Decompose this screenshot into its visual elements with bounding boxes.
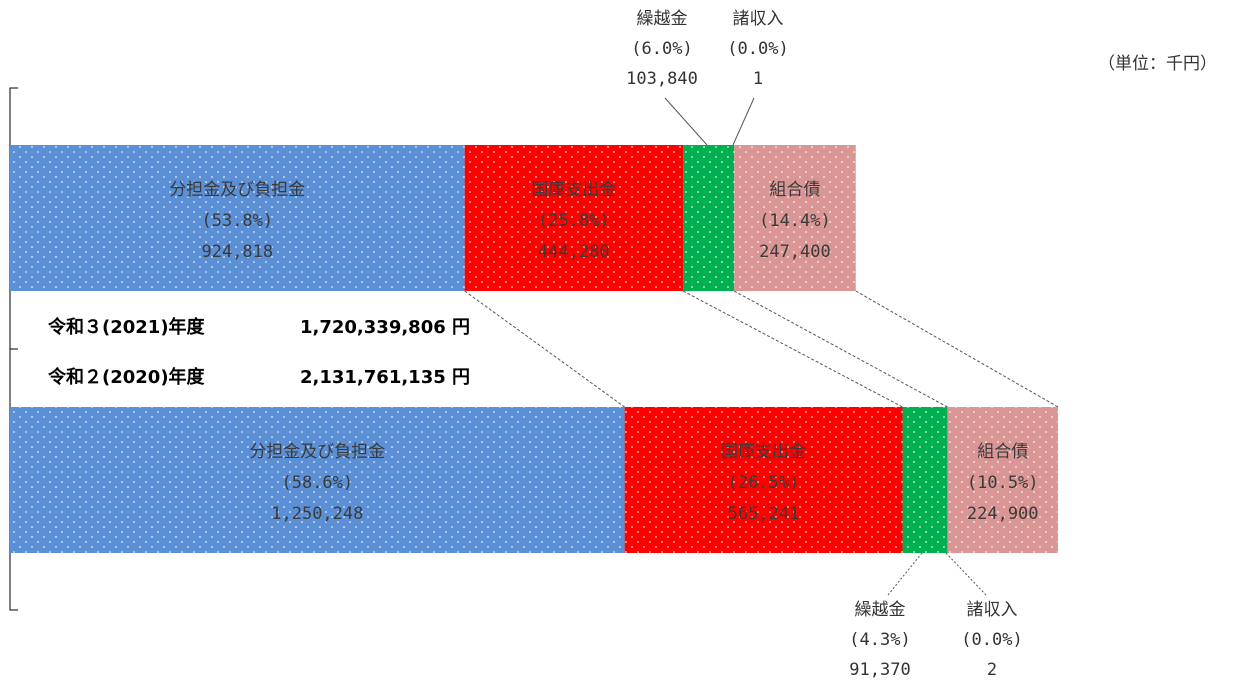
callout-leader-misc-1	[945, 552, 987, 596]
callout-carryover-pct-1: (4.3%)	[849, 630, 910, 650]
unit-label: （単位：千円）	[1098, 54, 1217, 74]
callout-misc-value-1: 2	[987, 660, 997, 680]
callout-carryover-pct-0: (6.0%)	[631, 39, 692, 59]
label-national-name-1: 国庫支出金	[721, 442, 806, 462]
labels-layer: 分担金及び負担金 (53.8%) 924,818 国庫支出金 (25.8%) 444,28…	[169, 9, 1038, 680]
label-national-value-0: 444,280	[538, 242, 610, 262]
callout-leader-misc-0	[732, 97, 755, 146]
callout-misc-pct-1: (0.0%)	[961, 630, 1022, 650]
callout-leader-carryover-0	[664, 97, 708, 146]
label-burden-value-0: 924,818	[201, 242, 273, 262]
bar-texture-bonds-0	[734, 145, 856, 291]
row-total-2021: 1,720,339,806 円	[300, 317, 470, 338]
callout-leader-carryover-1	[887, 552, 923, 596]
label-burden-pct-0: (53.8%)	[201, 211, 273, 231]
bars-layer	[10, 145, 1058, 553]
connector-boundary-2	[682, 290, 903, 408]
bar-texture-burden-1	[10, 407, 625, 553]
label-national-pct-1: (26.5%)	[728, 473, 800, 493]
label-bonds-value-1: 224,900	[967, 504, 1039, 524]
row-total-2020: 2,131,761,135 円	[300, 367, 470, 388]
label-bonds-pct-0: (14.4%)	[759, 211, 831, 231]
label-burden-name-1: 分担金及び負担金	[249, 442, 385, 462]
callout-misc-name-0: 諸収入	[733, 9, 784, 29]
bar-texture-carryover-1	[902, 407, 948, 553]
row-label-2020: 令和２(2020)年度	[47, 366, 206, 388]
label-national-name-0: 国庫支出金	[531, 180, 616, 200]
label-burden-name-0: 分担金及び負担金	[169, 180, 305, 200]
bar-texture-carryover-0	[683, 145, 735, 291]
bar-texture-national-1	[624, 407, 903, 553]
callout-misc-pct-0: (0.0%)	[727, 39, 788, 59]
label-bonds-name-0: 組合債	[769, 180, 820, 200]
connector-boundary-1	[464, 290, 625, 408]
row-label-2021: 令和３(2021)年度	[47, 316, 206, 338]
label-burden-value-1: 1,250,248	[271, 504, 363, 524]
callout-carryover-name-0: 繰越金	[637, 9, 688, 29]
bar-texture-national-0	[464, 145, 684, 291]
callout-misc-value-0: 1	[753, 69, 763, 89]
axis-bracket	[9, 87, 18, 611]
connector-boundary-5	[855, 290, 1059, 408]
callout-misc-name-1: 諸収入	[967, 600, 1018, 620]
bar-texture-bonds-1	[947, 407, 1058, 553]
callout-carryover-value-1: 91,370	[849, 660, 910, 680]
connector-boundary-4	[733, 290, 948, 408]
bar-texture-burden-0	[10, 145, 465, 291]
label-national-pct-0: (25.8%)	[538, 211, 610, 231]
connector-lines	[464, 97, 1059, 596]
label-national-value-1: 565,241	[728, 504, 800, 524]
label-bonds-pct-1: (10.5%)	[967, 473, 1039, 493]
label-bonds-value-0: 247,400	[759, 242, 831, 262]
callout-carryover-name-1: 繰越金	[855, 600, 906, 620]
callout-carryover-value-0: 103,840	[626, 69, 698, 89]
label-bonds-name-1: 組合債	[977, 442, 1028, 462]
label-burden-pct-1: (58.6%)	[281, 473, 353, 493]
